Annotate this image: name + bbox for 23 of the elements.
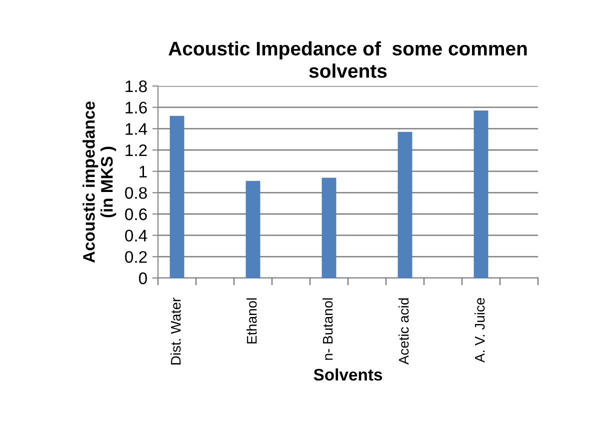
y-tick-label: 0.2: [125, 251, 147, 263]
x-tick-label: Ethanol: [246, 298, 257, 344]
bar: [246, 180, 260, 278]
bar: [474, 110, 488, 278]
chart-title: Acoustic Impedance of some commen solvents: [168, 41, 527, 78]
x-tick-label: n- Butanol: [322, 298, 333, 360]
bar: [170, 116, 184, 278]
y-tick-label: 0.6: [125, 208, 147, 220]
y-tick-label: 1.2: [126, 144, 147, 156]
bar: [398, 132, 412, 278]
y-tick-label: 1.4: [126, 123, 148, 135]
x-tick-label: A. V. Juice: [474, 298, 485, 363]
y-tick-label: 1: [140, 166, 147, 178]
bar: [322, 178, 336, 278]
y-tick-label: 0.8: [125, 187, 147, 199]
y-axis-title: Acoustic impedance (in MKS ): [82, 102, 116, 263]
x-axis-title: Solvents: [314, 368, 382, 381]
y-tick-label: 0.4: [125, 230, 148, 242]
x-tick-label: Dist. Water: [170, 298, 181, 364]
x-tick-label: Acetic acid: [398, 298, 409, 365]
y-tick-label: 1.6: [126, 102, 147, 114]
y-tick-label: 0: [138, 272, 147, 284]
y-tick-label: 1.8: [126, 80, 147, 92]
